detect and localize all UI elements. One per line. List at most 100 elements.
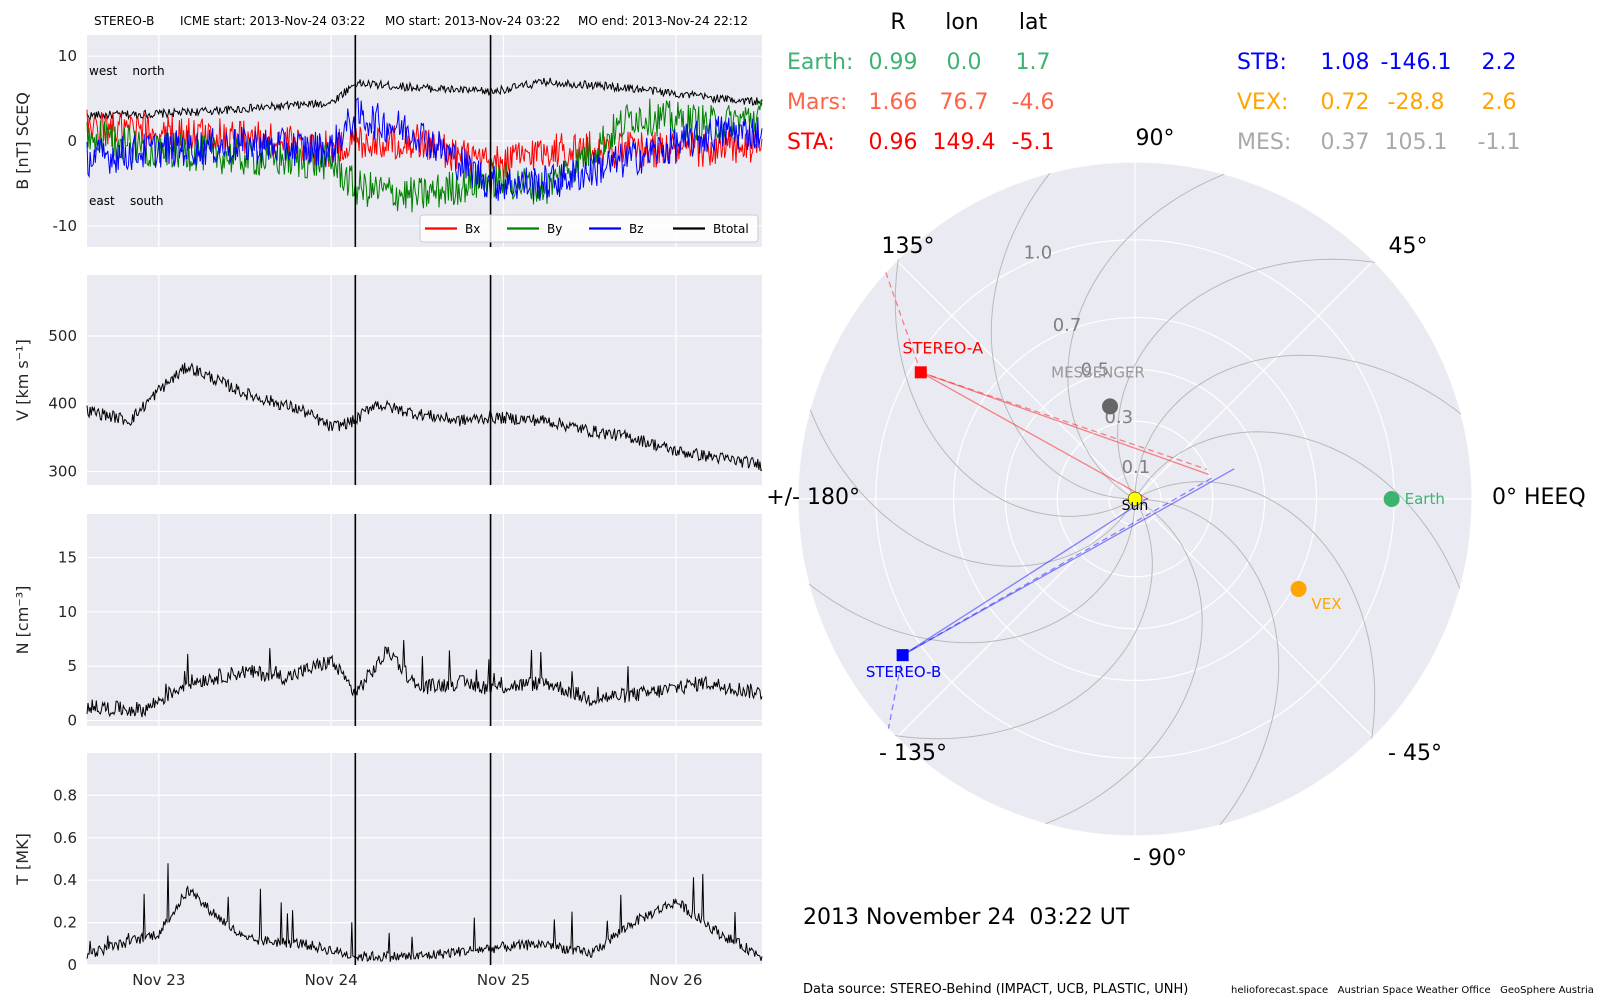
radial-tick-label: 1.0 [1024,243,1053,264]
parker-spiral-line [809,409,1136,567]
table-lat-mars: -4.6 [1012,90,1055,115]
view-line-stb [902,468,1235,656]
credits-note: helioforecast.space Austrian Space Weath… [1231,985,1594,996]
vex-label: VEX [1312,595,1342,613]
table-label-earth: Earth: [787,50,853,75]
table-lat-sta: -5.1 [1012,130,1055,155]
header-mo-start: MO start: 2013-Nov-24 03:22 [385,14,560,28]
table-label-stb: STB: [1237,50,1287,75]
parker-spiral-line [1134,431,1461,589]
stereo-b-marker [896,649,909,662]
y-tick-label: 0.6 [53,829,77,847]
table-r-mes: 0.37 [1321,130,1370,155]
view-line-stb [902,497,1149,656]
angle-label: - 135° [879,741,947,766]
earth-label: Earth [1405,490,1445,508]
y-tick-label: 500 [48,327,77,345]
messenger-marker [1102,398,1119,415]
y-tick-label: 0.8 [53,786,77,804]
parker-spiral-line [894,498,1153,740]
series-line-bx [86,109,763,180]
polar-grid [798,162,1472,836]
radial-tick-label: 0.1 [1122,457,1151,478]
y-tick-label: 0.4 [53,871,77,889]
earth-marker [1383,491,1400,507]
y-tick-label: 0 [67,956,77,974]
table-lat-vex: 2.6 [1482,90,1517,115]
y-tick-label: 15 [58,548,77,566]
table-header-lat: lat [1019,10,1048,35]
y-tick-label: 0 [67,132,77,150]
angle-label: - 90° [1133,846,1187,871]
angular-gridline [1134,498,1374,738]
radial-tick-label: 0.5 [1081,360,1110,381]
angle-label: 45° [1389,234,1428,259]
table-lon-sta: 149.4 [933,130,996,155]
x-tick-label: Nov 25 [477,971,530,989]
series-line-btotal [86,77,763,121]
legend-label-btotal: Btotal [713,222,749,236]
angle-label: 0° HEEQ [1492,485,1586,510]
y-tick-label: 0 [67,712,77,730]
table-lon-stb: -146.1 [1381,50,1452,75]
table-label-mars: Mars: [787,90,847,115]
y-axis-label: B [nT] SCEQ [13,92,32,190]
parker-spiral-line [1134,481,1376,740]
x-tick-label: Nov 26 [649,971,702,989]
angle-label: +/- 180° [766,485,860,510]
parker-spiral-line [894,258,1136,517]
stereo-b-label: STEREO-B [866,663,941,681]
angular-gridline [896,260,1136,500]
parker-spiral-line [1117,258,1376,500]
y-tick-label: -10 [53,217,78,235]
y-axis-label: V [km s⁻¹] [13,339,32,421]
header-icme-start: ICME start: 2013-Nov-24 03:22 [180,14,365,28]
y-tick-label: 10 [58,47,77,65]
table-r-earth: 0.99 [869,50,918,75]
table-lat-earth: 1.7 [1016,50,1051,75]
x-tick-label: Nov 24 [305,971,358,989]
y-tick-label: 400 [48,395,77,413]
table-label-vex: VEX: [1237,90,1288,115]
table-r-vex: 0.72 [1321,90,1370,115]
b-legend: Bx By Bz Btotal [419,214,759,243]
panel-background [87,753,762,965]
parker-spiral-line [990,172,1136,500]
stereo-a-label: STEREO-A [902,338,983,357]
date-label: 2013 November 24 03:22 UT [803,905,1130,930]
polar-plot: 0.10.30.50.71.090°45°0° HEEQ- 45°- 90°- … [766,126,1586,871]
b-corner-label-top: west north [89,64,165,78]
series-line-bz [86,97,763,201]
y-tick-label: 300 [48,462,77,480]
table-lon-mars: 76.7 [940,90,989,115]
view-line-sta [920,371,1210,476]
y-tick-label: 5 [67,657,77,675]
table-label-sta: STA: [787,130,835,155]
table-label-mes: MES: [1237,130,1291,155]
y-axis-label: T [MK] [13,833,32,886]
legend-label-bx: Bx [465,222,480,236]
parker-spiral-line [1134,354,1462,500]
table-r-stb: 1.08 [1321,50,1370,75]
view-line-sta [920,371,1149,500]
series-line-v [86,362,763,472]
angular-gridline [896,498,1136,738]
panel-background [87,275,762,485]
table-lat-mes: -1.1 [1478,130,1521,155]
parker-spiral-line [1045,498,1203,825]
legend-label-bz: Bz [629,222,644,236]
angle-label: 135° [882,234,935,259]
angle-label: - 45° [1388,741,1442,766]
parker-spiral-line [808,498,1136,644]
table-header-lon: lon [945,10,979,35]
messenger-label: MESSENGER [1051,363,1145,381]
parker-spiral-line [1134,498,1280,826]
y-tick-label: 0.2 [53,914,77,932]
y-tick-label: 10 [58,603,77,621]
series-line-t [86,863,763,962]
sun-marker [1127,491,1143,507]
stereo-a-marker [914,366,927,379]
table-r-mars: 1.66 [869,90,918,115]
